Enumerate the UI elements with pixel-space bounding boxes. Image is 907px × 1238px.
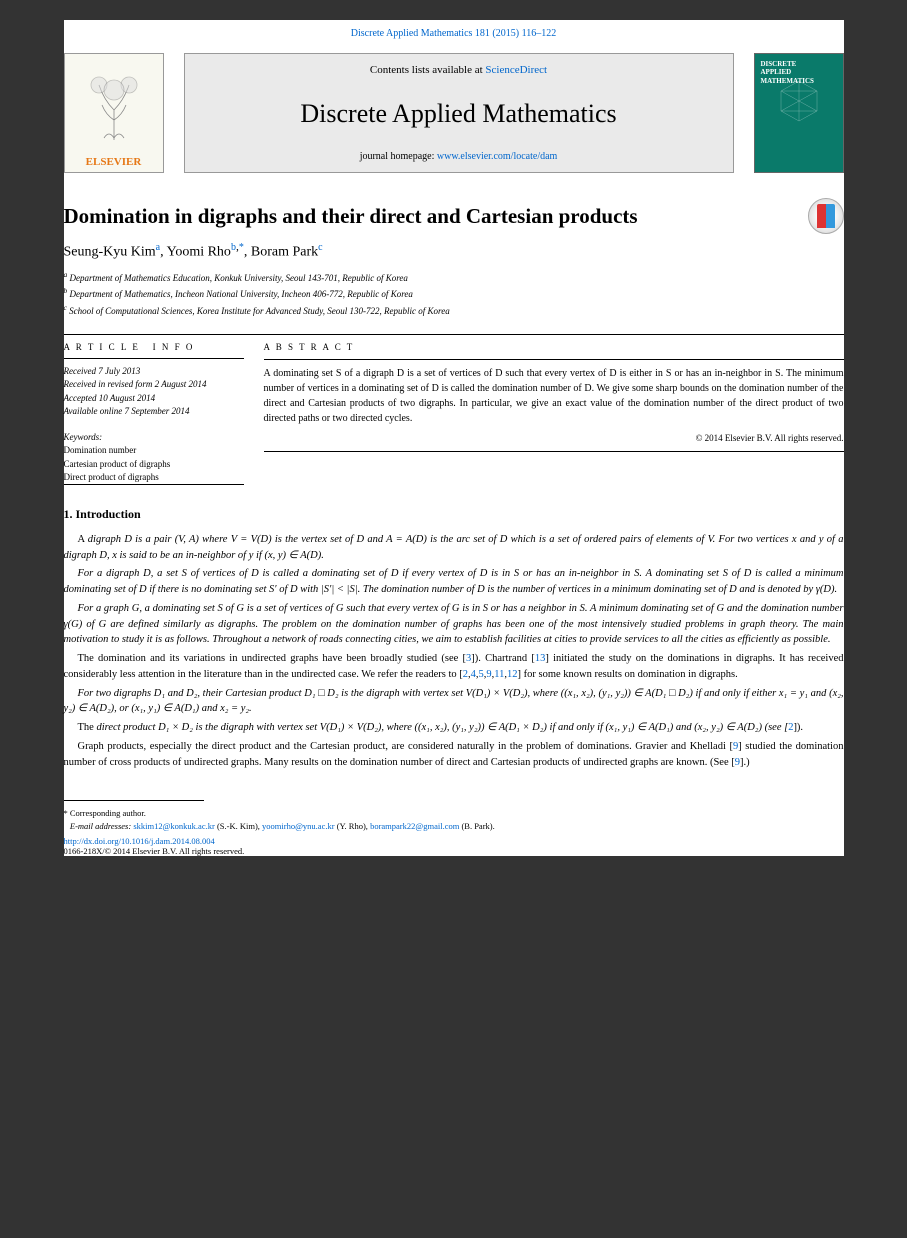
para-5: For two digraphs D₁ and D₂, their Cartes… [64,686,844,718]
sciencedirect-link[interactable]: ScienceDirect [485,64,547,76]
footnotes: * Corresponding author. E-mail addresses… [64,807,844,833]
contents-line: Contents lists available at ScienceDirec… [205,64,713,76]
aff-link-c[interactable]: c [318,242,322,253]
para-3: For a graph G, a dominating set S of G i… [64,601,844,648]
introduction-body: A digraph D is a pair (V, A) where V = V… [64,532,844,771]
affiliation-c: c School of Computational Sciences, Kore… [64,302,844,319]
citation-link[interactable]: Discrete Applied Mathematics 181 (2015) … [351,28,556,39]
homepage-prefix: journal homepage: [360,151,437,162]
copyright: © 2014 Elsevier B.V. All rights reserved… [264,432,844,446]
journal-header: ELSEVIER Contents lists available at Sci… [64,53,844,173]
keyword-2: Cartesian product of digraphs [64,458,244,472]
journal-cover[interactable]: DISCRETE APPLIED MATHEMATICS [754,53,844,173]
online-date: Available online 7 September 2014 [64,405,244,419]
page: Discrete Applied Mathematics 181 (2015) … [64,20,844,856]
section-1-title: 1. Introduction [64,507,844,522]
elsevier-label: ELSEVIER [86,156,142,168]
affiliation-a: a Department of Mathematics Education, K… [64,269,844,286]
keyword-1: Domination number [64,444,244,458]
cover-graphic-icon [774,76,824,126]
email-label: E-mail addresses: [70,821,131,831]
ref-12[interactable]: 12 [507,669,518,680]
keyword-3: Direct product of digraphs [64,471,244,485]
para-7: Graph products, especially the direct pr… [64,739,844,771]
journal-title: Discrete Applied Mathematics [205,99,713,129]
cover-title-1: DISCRETE [761,60,837,68]
abstract-heading: A B S T R A C T [264,341,844,355]
authors: Seung-Kyu Kima, Yoomi Rhob,*, Boram Park… [64,240,844,261]
abstract-text: A dominating set S of a digraph D is a s… [264,366,844,426]
email-3[interactable]: borampark22@gmail.com [370,821,459,831]
citation-header: Discrete Applied Mathematics 181 (2015) … [64,20,844,43]
divider [64,334,844,335]
email-2[interactable]: yoomirho@ynu.ac.kr [262,821,335,831]
homepage-link[interactable]: www.elsevier.com/locate/dam [437,151,557,162]
author-2: Yoomi Rho [167,245,231,260]
elsevier-tree-icon [84,54,144,156]
ref-13[interactable]: 13 [535,653,546,664]
email-line: E-mail addresses: skkim12@konkuk.ac.kr (… [64,820,844,833]
email-1[interactable]: skkim12@konkuk.ac.kr [133,821,215,831]
accepted-date: Accepted 10 August 2014 [64,392,244,406]
affiliation-b: b Department of Mathematics, Incheon Nat… [64,285,844,302]
para-2: For a digraph D, a set S of vertices of … [64,566,844,598]
doi-link[interactable]: http://dx.doi.org/10.1016/j.dam.2014.08.… [64,836,215,846]
para-4: The domination and its variations in und… [64,651,844,683]
issn-line: 0166-218X/© 2014 Elsevier B.V. All right… [64,846,245,856]
doi-line: http://dx.doi.org/10.1016/j.dam.2014.08.… [64,836,844,856]
contents-prefix: Contents lists available at [370,64,485,76]
info-heading: A R T I C L E I N F O [64,341,244,355]
revised-date: Received in revised form 2 August 2014 [64,378,244,392]
footer-rule [64,800,204,801]
corresponding-author: * Corresponding author. [64,807,844,820]
homepage-line: journal homepage: www.elsevier.com/locat… [205,151,713,162]
crossmark-badge[interactable] [808,198,844,234]
para-1: A digraph D is a pair (V, A) where V = V… [64,532,844,564]
para-6: The direct product D₁ × D₂ is the digrap… [64,720,844,736]
keywords-label: Keywords: [64,431,244,445]
header-center: Contents lists available at ScienceDirec… [184,53,734,173]
info-abstract-row: A R T I C L E I N F O Received 7 July 20… [64,341,844,485]
aff-link-b[interactable]: b [231,242,236,253]
affiliations: a Department of Mathematics Education, K… [64,269,844,319]
article-history: Received 7 July 2013 Received in revised… [64,365,244,419]
abstract: A B S T R A C T A dominating set S of a … [264,341,844,485]
crossmark-icon [817,204,835,228]
elsevier-logo[interactable]: ELSEVIER [64,53,164,173]
received-date: Received 7 July 2013 [64,365,244,379]
aff-link-a[interactable]: a [156,242,160,253]
article-info: A R T I C L E I N F O Received 7 July 20… [64,341,244,485]
article-title: Domination in digraphs and their direct … [64,203,844,230]
author-3: Boram Park [251,245,318,260]
corr-star[interactable]: * [239,242,244,253]
ref-11[interactable]: 11 [494,669,504,680]
author-1: Seung-Kyu Kim [64,245,156,260]
